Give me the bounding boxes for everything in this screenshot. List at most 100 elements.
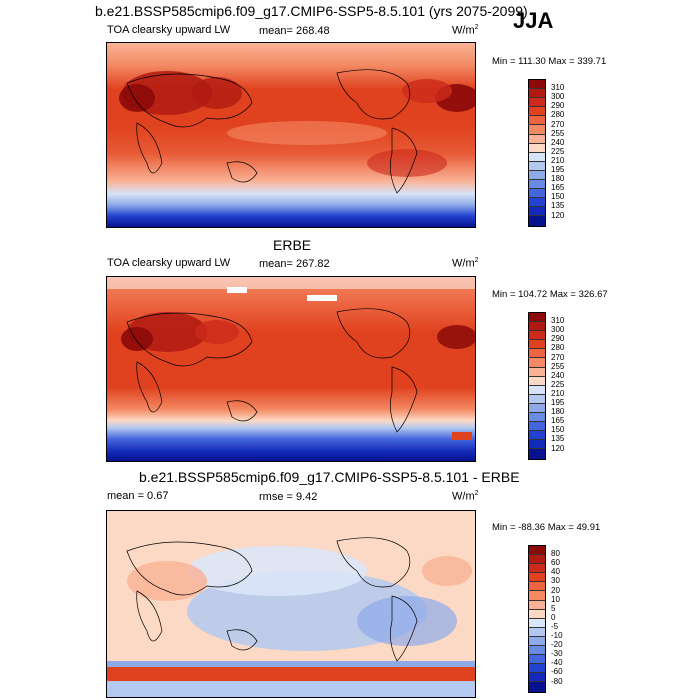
panel3-colorbar-tick-label: 60 [551, 558, 560, 568]
panel3-colorbar-swatch [529, 664, 545, 674]
season-label: JJA [513, 8, 554, 33]
panel3-colorbar-tick-label: -60 [551, 667, 563, 677]
panel2-colorbar-swatch [529, 440, 545, 450]
panel1-colorbar-swatch [529, 161, 545, 171]
panel2-colorbar-swatch [529, 422, 545, 432]
panel2-colorbar-tick-label: 270 [551, 352, 565, 362]
panel3-colorbar-tick-label: 20 [551, 585, 560, 595]
panel1-colorbar-tick-label: 210 [551, 155, 565, 165]
panel3-units: W/m2 [452, 490, 479, 503]
panel1-colorbar-swatch [529, 98, 545, 108]
panel1-colorbar-tick-label: 120 [551, 210, 565, 220]
panel3-colorbar [528, 545, 546, 693]
panel3-colorbar-swatch [529, 636, 545, 647]
panel3-colorbar-swatch [529, 682, 545, 692]
panel3-colorbar-tick-label: 5 [551, 603, 556, 613]
panel2-colorbar-tick-label: 195 [551, 398, 565, 407]
panel2-colorbar-tick-label: 255 [551, 361, 565, 371]
panel2-colorbar-tick-label: 135 [551, 434, 565, 444]
panel1-colorbar-swatch [529, 216, 545, 226]
panel1-colorbar-tick-label: 310 [551, 83, 565, 93]
panel2-colorbar-tick-label: 180 [551, 407, 565, 417]
panel3-colorbar-tick-label: -10 [551, 631, 563, 640]
panel3-colorbar-tick-label: 80 [551, 549, 560, 559]
panel2-map [106, 276, 476, 462]
panel1-colorbar-swatch [529, 89, 545, 99]
panel1-colorbar-swatch [529, 198, 545, 208]
panel3-colorbar-swatch [529, 655, 545, 665]
panel3-map [106, 510, 476, 698]
panel2-colorbar-swatch [529, 403, 545, 414]
panel2-colorbar-swatch [529, 313, 545, 323]
panel1-colorbar-swatch [529, 125, 545, 135]
panel3-colorbar-swatch [529, 618, 545, 628]
panel2-colorbar-tick-label: 225 [551, 379, 565, 389]
panel3-colorbar-tick-label: 40 [551, 567, 560, 577]
panel1-colorbar-tick-label: 135 [551, 201, 565, 211]
panel1-colorbar-tick-label: 180 [551, 174, 565, 184]
panel2-colorbar-tick-label: 150 [551, 425, 565, 435]
panel2-minmax: Min = 104.72 Max = 326.67 [492, 289, 608, 300]
panel2-colorbar-tick-label: 120 [551, 443, 565, 453]
panel1-units: W/m2 [452, 24, 479, 37]
panel2-colorbar-tick-label: 300 [551, 325, 565, 335]
panel2-colorbar-swatch [529, 376, 545, 386]
panel1-colorbar-swatch [529, 107, 545, 117]
panel3-colorbar-tick-label: 10 [551, 594, 560, 604]
panel3-colorbar-swatch [529, 564, 545, 574]
panel3-colorbar-tick-label: -30 [551, 649, 563, 659]
panel3-minmax: Min = -88.36 Max = 49.91 [492, 522, 601, 533]
panel3-rmse-label: rmse = 9.42 [259, 491, 318, 503]
panel1-colorbar-swatch [529, 170, 545, 181]
panel3-colorbar-swatch [529, 591, 545, 601]
panel1-colorbar-swatch [529, 143, 545, 153]
panel1-colorbar-tick-label: 290 [551, 101, 565, 111]
panel1-field-label: TOA clearsky upward LW [107, 24, 231, 36]
panel1-colorbar-swatch [529, 189, 545, 199]
panel3-colorbar-tick-label: -5 [551, 621, 559, 631]
panel3-colorbar-tick-label: -40 [551, 658, 563, 668]
panel1-colorbar-swatch [529, 116, 545, 126]
panel2-colorbar-swatch [529, 367, 545, 377]
panel1-title: b.e21.BSSP585cmip6.f09_g17.CMIP6-SSP5-8.… [95, 3, 528, 19]
panel3-colorbar-swatch [529, 627, 545, 637]
panel2-colorbar-swatch [529, 413, 545, 423]
panel2-colorbar-swatch [529, 394, 545, 404]
panel2-colorbar-swatch [529, 449, 545, 459]
panel1-colorbar-tick-label: 300 [551, 92, 565, 102]
panel1-colorbar-tick-label: 255 [551, 128, 565, 138]
panel3-colorbar-tick-label: -80 [551, 676, 563, 686]
panel3-colorbar-swatch [529, 673, 545, 683]
panel1-colorbar-tick-label: 150 [551, 192, 565, 202]
panel1-colorbar-swatch [529, 80, 545, 90]
panel3-colorbar-swatch [529, 600, 545, 610]
panel1-mean-label: mean= 268.48 [259, 25, 330, 37]
panel1-colorbar-swatch [529, 180, 545, 190]
panel1-colorbar-tick-label: 225 [551, 146, 565, 156]
panel2-colorbar-swatch [529, 385, 545, 395]
panel2-colorbar-swatch [529, 431, 545, 441]
panel3-colorbar-swatch [529, 555, 545, 565]
panel2-colorbar-tick-label: 165 [551, 416, 565, 426]
panel3-colorbar-swatch [529, 546, 545, 556]
panel3-colorbar-swatch [529, 582, 545, 592]
panel3-colorbar-tick-label: 30 [551, 576, 560, 586]
panel3-colorbar-swatch [529, 646, 545, 656]
panel2-colorbar-tick-label: 240 [551, 370, 565, 380]
panel3-mean-label: mean = 0.67 [107, 490, 169, 502]
panel2-colorbar-swatch [529, 331, 545, 341]
panel1-colorbar [528, 79, 546, 227]
panel2-colorbar-tick-label: 210 [551, 388, 565, 398]
panel2-colorbar-swatch [529, 349, 545, 359]
panel2-colorbar-swatch [529, 358, 545, 368]
panel3-colorbar-swatch [529, 573, 545, 583]
panel3-colorbar-tick-label: 0 [551, 612, 556, 622]
panel1-map [106, 42, 476, 228]
panel2-colorbar-tick-label: 280 [551, 343, 565, 353]
panel2-mean-label: mean= 267.82 [259, 258, 330, 270]
panel2-colorbar-tick-label: 290 [551, 334, 565, 344]
panel1-colorbar-tick-label: 270 [551, 119, 565, 129]
panel2-colorbar-swatch [529, 340, 545, 350]
panel1-colorbar-tick-label: 195 [551, 165, 565, 174]
panel1-minmax: Min = 111.30 Max = 339.71 [492, 56, 607, 67]
